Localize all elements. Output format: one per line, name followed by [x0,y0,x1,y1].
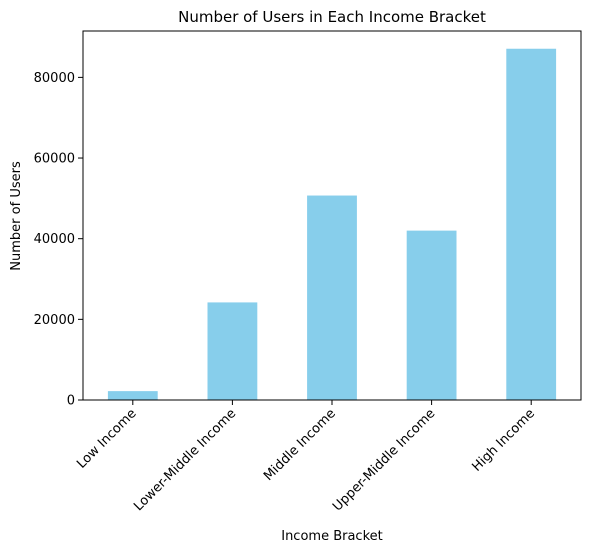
bar-high-income [506,48,557,401]
y-axis: 0 20000 40000 60000 80000 [34,71,83,409]
y-tick-label: 0 [67,394,75,409]
x-tick-label: High Income [470,406,538,474]
bar-low-income [107,391,158,400]
y-tick-label: 20000 [34,313,75,328]
y-tick-label: 80000 [34,71,75,86]
y-tick-label: 40000 [34,232,75,247]
x-tick-label: Low Income [74,406,139,471]
bars-group [107,48,557,401]
chart-title: Number of Users in Each Income Bracket [178,8,486,26]
bar-upper-middle-income [406,230,457,400]
x-tick-label: Middle Income [261,406,339,484]
bar-lower-middle-income [207,302,258,400]
x-axis-title: Income Bracket [281,529,383,544]
y-tick-label: 60000 [34,152,75,167]
x-tick-label: Lower-Middle Income [131,406,239,514]
bar-middle-income [307,195,357,400]
y-axis-title: Number of Users [9,161,24,271]
x-tick-label: Upper-Middle Income [330,406,438,514]
